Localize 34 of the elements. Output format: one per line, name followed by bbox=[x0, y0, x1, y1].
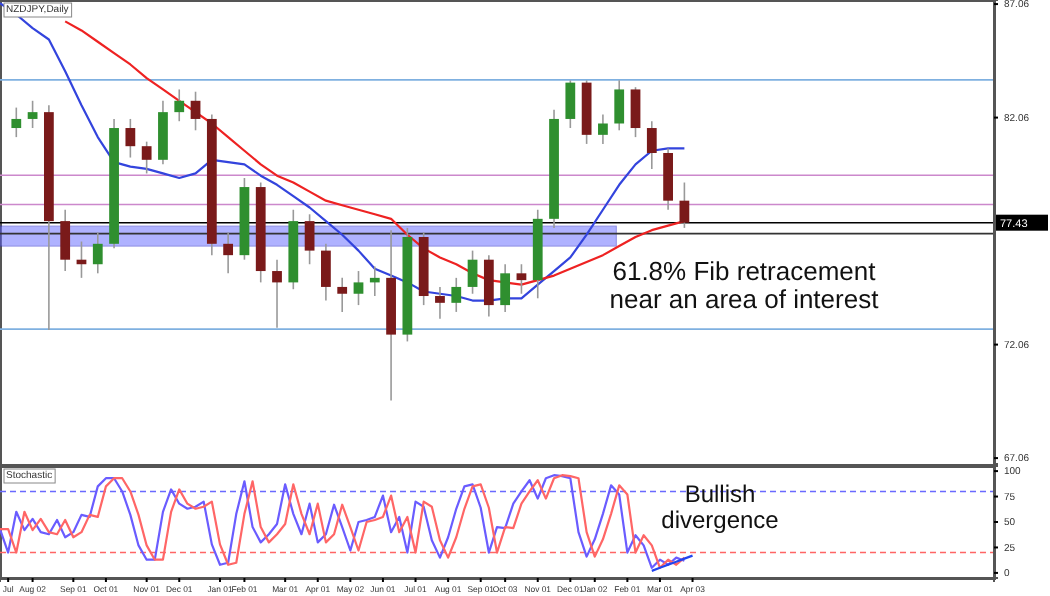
candlestick bbox=[663, 147, 673, 211]
annotation: 61.8% Fib retracement bbox=[612, 256, 877, 286]
candlestick bbox=[565, 79, 576, 129]
candlestick bbox=[646, 120, 657, 170]
annotation: divergence bbox=[661, 506, 780, 534]
line-series bbox=[650, 554, 694, 572]
candlestick bbox=[500, 263, 511, 313]
candlestick bbox=[483, 254, 494, 318]
candlestick bbox=[174, 88, 185, 123]
candlestick bbox=[158, 99, 168, 166]
candlestick bbox=[337, 277, 348, 313]
candlestick bbox=[321, 243, 331, 302]
candlestick bbox=[451, 277, 462, 313]
candlestick bbox=[141, 140, 152, 175]
candlestick bbox=[516, 263, 527, 295]
candlestick bbox=[125, 118, 136, 159]
annotation: near an area of interest bbox=[609, 284, 880, 314]
candlestick bbox=[435, 286, 445, 320]
candlestick bbox=[630, 86, 641, 138]
candlestick bbox=[223, 231, 234, 275]
candlestick bbox=[679, 181, 690, 229]
candlestick bbox=[92, 231, 103, 275]
candlestick bbox=[60, 208, 71, 272]
candlestick bbox=[190, 90, 201, 132]
candlestick bbox=[467, 249, 478, 295]
candlestick bbox=[272, 258, 282, 329]
candlestick bbox=[11, 106, 22, 138]
candlestick bbox=[27, 99, 38, 129]
candlestick bbox=[598, 113, 608, 145]
candlestick bbox=[353, 270, 364, 306]
candlestick bbox=[304, 213, 315, 266]
candlestick bbox=[614, 79, 625, 132]
candlestick bbox=[369, 265, 380, 297]
annotation: Bullish bbox=[684, 480, 756, 508]
